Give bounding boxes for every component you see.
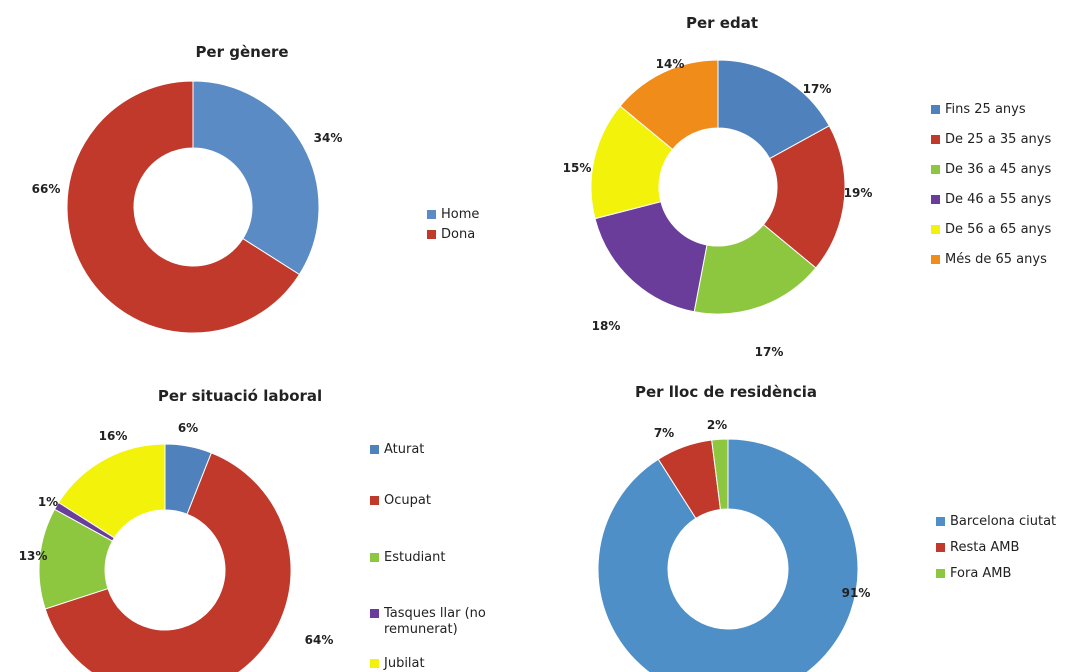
gender-slice-0 [192,80,320,276]
legend-swatch [370,553,379,562]
legend-label: De 36 a 45 anys [945,162,1052,177]
legend-swatch [936,569,945,578]
legend-label: Aturat [384,442,425,457]
legend-label: De 46 a 55 anys [945,192,1052,207]
data-label-56-65: 15% [562,161,592,175]
age-slice-3 [594,201,708,313]
legend-label: Estudiant [384,550,446,565]
data-label-home: 34% [313,131,343,145]
legend-label: Resta AMB [950,540,1020,555]
legend-label: Més de 65 anys [945,252,1047,267]
legend-label: De 56 a 65 anys [945,222,1052,237]
age-slice-0 [717,59,830,160]
gender-slice-1 [66,80,301,334]
chart-age: Per edat 17% 19% 17% 18% 15% 14% Fins 25… [540,0,1075,359]
legend-label: Dona [441,227,476,242]
legend-swatch [370,659,379,668]
legend-item-mes-65: Més de 65 anys [931,252,1047,268]
legend-label: Ocupat [384,493,431,508]
legend-swatch [370,445,379,454]
donut-residence [597,438,859,672]
data-label-jubilat: 16% [98,429,128,443]
legend-label: Fins 25 anys [945,102,1026,117]
employment-slice-4 [57,443,166,539]
data-label-25-35: 19% [843,186,873,200]
legend-label: Home [441,207,480,222]
legend-item-25-35: De 25 a 35 anys [931,132,1051,148]
legend-swatch [370,609,379,618]
legend-item-56-65: De 56 a 65 anys [931,222,1051,238]
data-label-fora-amb: 2% [706,418,728,432]
legend-item-jubilat: Jubilat [370,656,425,672]
legend-item-barcelona: Barcelona ciutat [936,514,1056,530]
residence-slice-0 [597,438,859,672]
legend-item-tasques: Tasques llar (no remunerat) [370,606,494,638]
data-label-aturat: 6% [177,421,199,435]
legend-item-36-45: De 36 a 45 anys [931,162,1051,178]
donut-employment [38,443,292,672]
chart-residence: Per lloc de residència 91% 7% 2% Barcelo… [540,340,1075,672]
donut-gender [66,80,320,334]
data-label-36-45: 17% [754,345,784,359]
legend-swatch [931,165,940,174]
donut-age [590,59,846,315]
legend-swatch [931,135,940,144]
data-label-barcelona: 91% [841,586,871,600]
legend-item-resta-amb: Resta AMB [936,540,1019,556]
legend-swatch [936,517,945,526]
legend-label: Jubilat [384,656,425,671]
chart-employment: Per situació laboral 6% 64% 13% 1% 16% A… [0,340,540,672]
legend-swatch [427,230,436,239]
legend-label: Tasques llar (no remunerat) [384,606,486,637]
chart-title: Per lloc de residència [634,383,818,401]
data-label-46-55: 18% [591,319,621,333]
legend-swatch [931,255,940,264]
legend-item-home: Home [427,207,479,223]
legend-item-fora-amb: Fora AMB [936,566,1011,582]
data-label-dona: 66% [31,182,61,196]
legend-item-dona: Dona [427,227,475,243]
legend-swatch [427,210,436,219]
legend-item-aturat: Aturat [370,442,424,458]
legend-swatch [931,225,940,234]
legend-item-estudiant: Estudiant [370,550,446,566]
data-label-fins-25: 17% [802,82,832,96]
legend-label: Fora AMB [950,566,1012,581]
age-slice-2 [693,223,817,315]
legend-swatch [931,195,940,204]
data-label-ocupat: 64% [304,633,334,647]
chart-gender: Per gènere 34% 66% Home Dona [0,0,540,340]
legend-item-46-55: De 46 a 55 anys [931,192,1051,208]
residence-slice-2 [711,438,729,511]
chart-title: Per gènere [195,43,289,61]
data-label-tasques: 1% [37,495,59,509]
legend-label: De 25 a 35 anys [945,132,1052,147]
data-label-resta-amb: 7% [653,426,675,440]
legend-label: Barcelona ciutat [950,514,1057,529]
legend-item-fins-25: Fins 25 anys [931,102,1026,118]
legend-swatch [931,105,940,114]
legend-swatch [370,496,379,505]
age-slice-1 [762,125,846,269]
data-label-estudiant: 13% [18,549,48,563]
employment-slice-1 [44,452,292,672]
chart-title: Per edat [686,14,758,32]
legend-item-ocupat: Ocupat [370,493,431,509]
legend-swatch [936,543,945,552]
age-slice-5 [619,59,719,151]
data-label-mes-65: 14% [655,57,685,71]
chart-title: Per situació laboral [157,387,323,405]
